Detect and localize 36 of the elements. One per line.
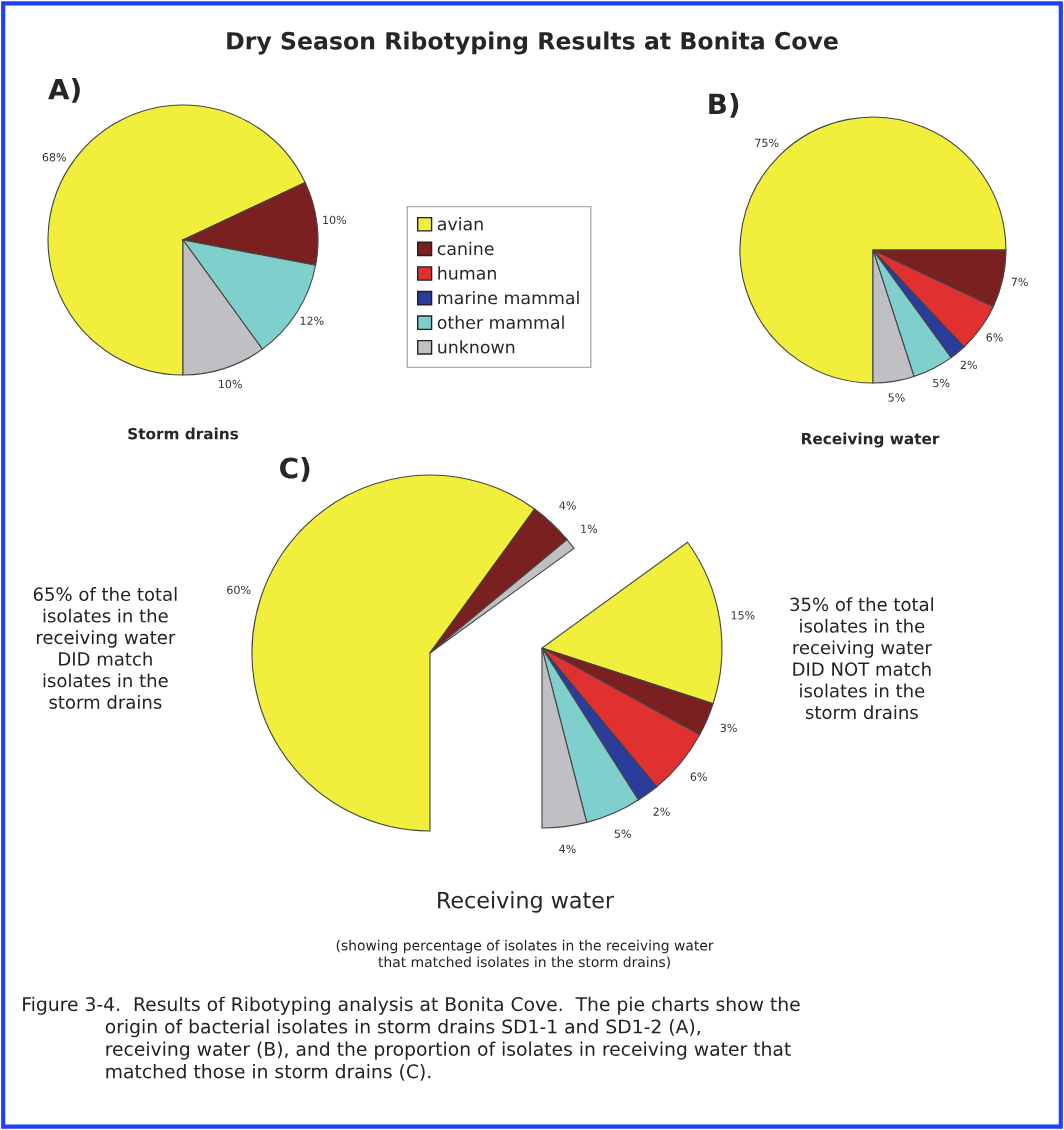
data-label: 10% bbox=[323, 215, 347, 225]
data-label: 2% bbox=[960, 360, 977, 370]
data-label: 5% bbox=[933, 378, 950, 388]
text: Receiving water bbox=[438, 891, 615, 913]
text: Receiving water bbox=[802, 432, 940, 448]
data-label: 6% bbox=[690, 772, 707, 781]
data-label: 4% bbox=[559, 501, 576, 510]
data-label: 60% bbox=[227, 585, 251, 595]
legend-label: human bbox=[438, 266, 496, 280]
chart-subtitle: B) bbox=[709, 92, 739, 118]
data-label: 5% bbox=[614, 829, 631, 838]
data-label: 7% bbox=[1011, 277, 1028, 287]
data-label: 75% bbox=[755, 138, 779, 148]
text: Storm drains bbox=[128, 427, 239, 440]
text: 35% of the total isolates in the receiving water DID NOT match isolates in the storm drains bbox=[790, 597, 933, 720]
legend-label: marine mammal bbox=[438, 290, 579, 305]
data-label: 2% bbox=[653, 807, 670, 816]
legend-label: unknown bbox=[438, 340, 515, 354]
data-label: 15% bbox=[731, 611, 755, 620]
data-label: 3% bbox=[720, 723, 737, 733]
chart-subtitle: C) bbox=[280, 457, 310, 482]
caption: Figure 3-4. Results of Ribotyping analysis at Bonita Cove. The pie charts show the origin of bacterial isolates in storm drains SD1-1 and SD1-2 (A), receiving water (B), and the proportion of isolates in receiving water that matched those in storm drains (C). bbox=[23, 996, 800, 1081]
data-label: 68% bbox=[42, 153, 66, 162]
text: (showing percentage of isolates in the receiving water that matched isolates in the storm drains) bbox=[336, 939, 714, 969]
data-label: 12% bbox=[300, 316, 324, 325]
text: 65% of the total isolates in the receiving water DID match isolates in the storm drains bbox=[33, 587, 177, 709]
data-label: 5% bbox=[888, 393, 905, 402]
legend-label: other mammal bbox=[437, 315, 564, 329]
data-label: 1% bbox=[581, 524, 598, 533]
data-label: 6% bbox=[986, 333, 1003, 342]
legend-label: avian bbox=[437, 217, 483, 231]
legend-label: canine bbox=[437, 241, 494, 256]
chart-subtitle: A) bbox=[48, 78, 80, 103]
data-label: 4% bbox=[559, 844, 576, 854]
data-label: 10% bbox=[219, 379, 242, 389]
text: Dry Season Ribotyping Results at Bonita Cove bbox=[227, 31, 838, 55]
